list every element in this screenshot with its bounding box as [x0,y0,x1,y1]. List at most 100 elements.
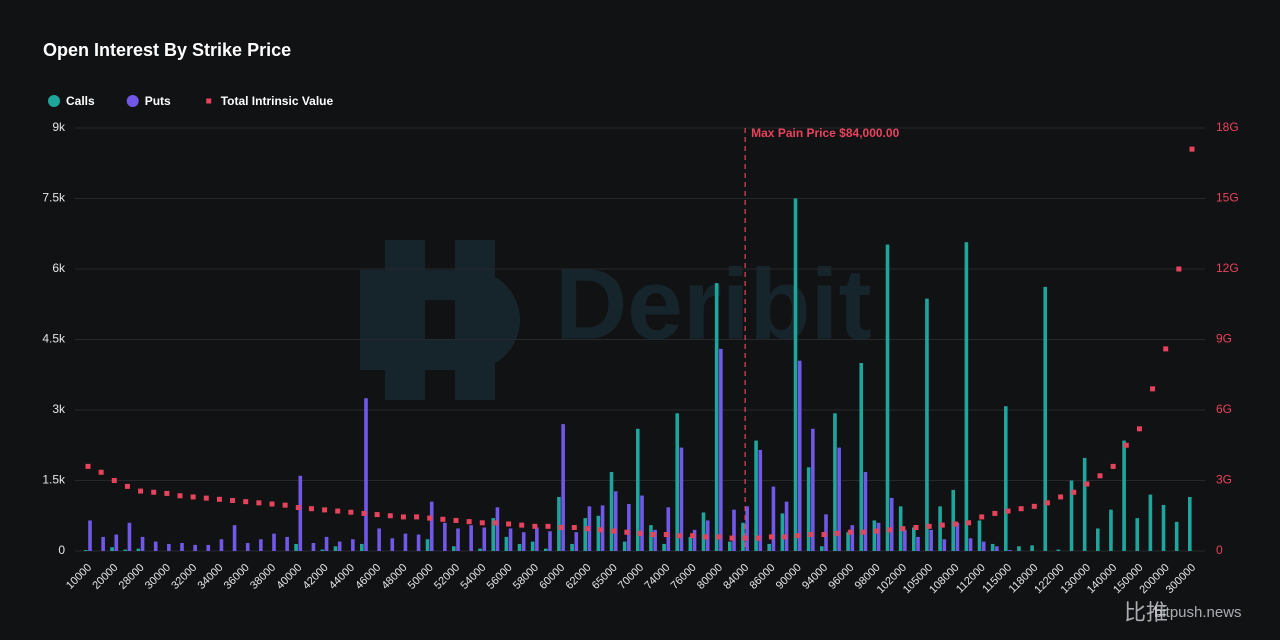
bar [1030,545,1034,551]
legend-swatch [206,98,212,104]
intrinsic-point [1044,500,1050,506]
y2-tick-label: 3G [1216,473,1232,487]
bar [557,496,561,551]
intrinsic-point [295,505,301,511]
bar [245,543,250,551]
intrinsic-point [598,527,604,533]
intrinsic-point [282,502,288,508]
bar [636,428,640,551]
bar [333,546,338,551]
intrinsic-point [979,514,985,520]
intrinsic-point [111,478,117,483]
intrinsic-point [177,493,183,499]
intrinsic-point [427,515,433,521]
bar [903,529,907,551]
bar [876,522,881,551]
intrinsic-point [887,527,893,533]
bar [811,428,815,551]
bar [390,538,395,551]
bar [653,529,657,551]
bar [649,525,653,551]
chart-title: Open Interest By Strike Price [43,40,291,60]
intrinsic-point [216,496,222,502]
watermark: bitpush.news [1154,604,1242,621]
bar [1161,504,1166,551]
bar [478,548,482,551]
intrinsic-point [716,534,722,540]
y2-tick-label: 12G [1216,261,1239,275]
bar [714,283,719,551]
intrinsic-point [795,533,801,539]
legend-label: Puts [145,94,171,108]
intrinsic-point [1176,266,1182,272]
intrinsic-point [1136,426,1142,432]
y-tick-label: 0 [58,543,65,557]
intrinsic-point [532,523,538,529]
intrinsic-point [414,514,420,520]
bar [758,449,763,551]
bar [508,528,513,551]
intrinsic-point [492,520,498,526]
intrinsic-point [1123,442,1129,448]
bar [820,546,824,551]
legend-item[interactable]: Total Intrinsic Value [206,94,334,108]
intrinsic-point [308,506,314,512]
bar [885,244,890,551]
intrinsic-point [624,529,630,535]
intrinsic-point [966,520,972,526]
bar [942,539,947,551]
bar [570,543,574,551]
bar [627,504,631,551]
intrinsic-point [821,532,827,538]
bar [613,491,618,551]
intrinsic-point [243,499,249,505]
bar [114,534,119,551]
bar [640,495,644,551]
intrinsic-point [479,520,485,526]
bar [666,507,671,551]
bar [784,501,789,551]
y-tick-label: 6k [52,261,66,275]
bar [535,527,539,551]
watermark: Deribit [555,248,872,360]
bar [1043,286,1048,551]
bar [863,472,868,551]
bar [1004,406,1008,551]
bar [955,522,960,551]
intrinsic-point [335,508,341,514]
intrinsic-point [256,500,262,506]
y-tick-label: 4.5k [42,332,66,346]
bar [583,518,588,551]
bar [889,497,894,551]
bar [311,543,316,551]
y2-tick-label: 15G [1216,191,1239,205]
intrinsic-point [466,519,472,525]
bar [728,541,732,551]
intrinsic-point [755,535,761,541]
intrinsic-point [676,533,682,539]
bar [797,360,802,551]
intrinsic-point [860,529,866,535]
y-tick-label: 9k [52,120,66,134]
bar [806,467,811,551]
bar [180,543,184,551]
legend-item[interactable]: Puts [126,94,171,108]
bar [916,536,920,551]
bar [153,541,158,551]
intrinsic-point [269,501,275,507]
bar [837,447,841,551]
bar [675,413,680,551]
legend-item[interactable]: Calls [48,94,95,108]
bar [504,536,509,551]
intrinsic-point [1031,503,1037,509]
intrinsic-point [1189,146,1195,152]
intrinsic-point [874,528,880,534]
bar [929,529,933,551]
bar [1096,528,1100,551]
bar [429,501,434,551]
bar [754,440,758,551]
bar [872,520,877,551]
bar [320,549,325,551]
bar [167,543,171,551]
intrinsic-point [203,495,209,501]
